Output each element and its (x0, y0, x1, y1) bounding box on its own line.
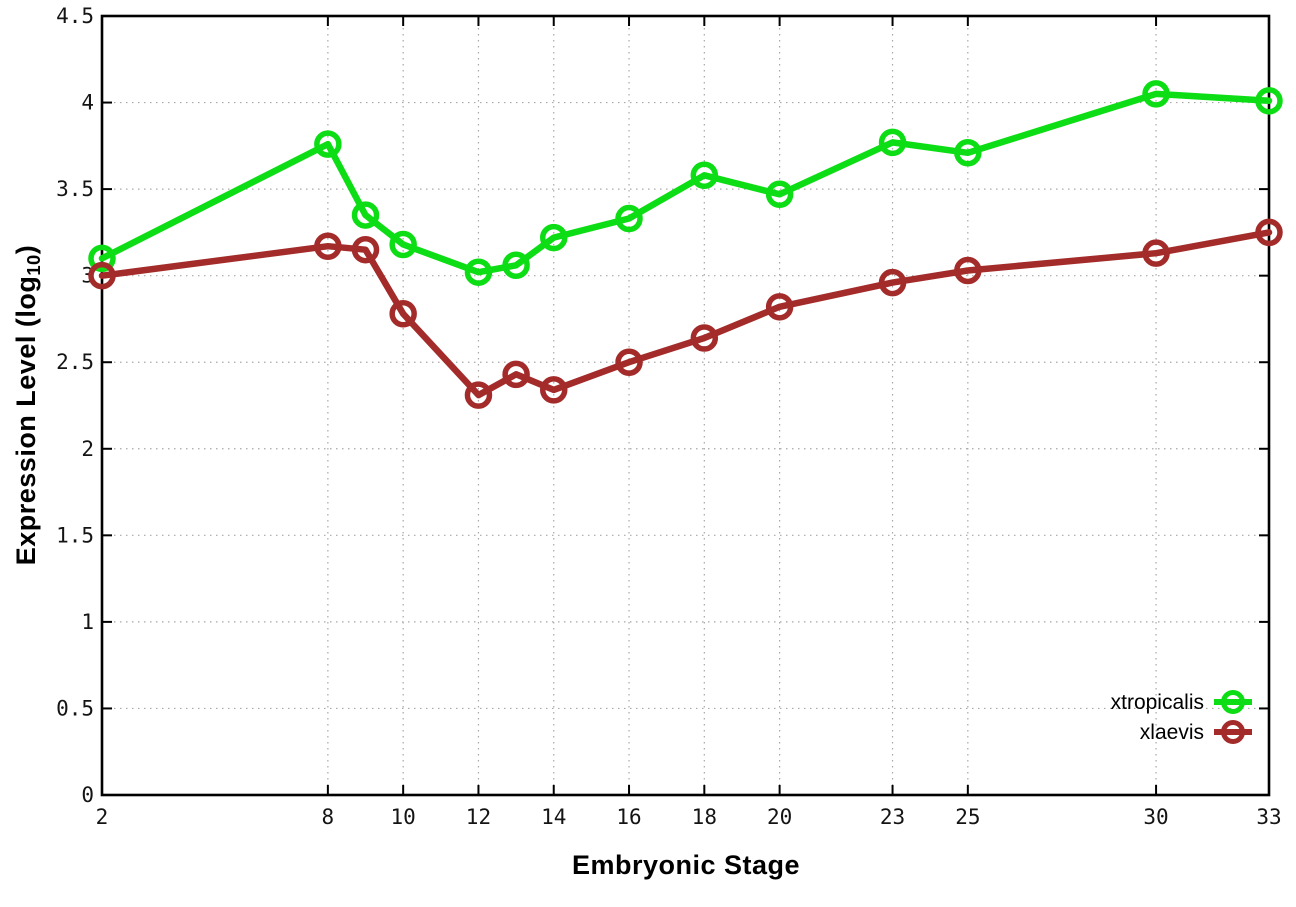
legend-marker-xlaevis-icon (1214, 720, 1252, 744)
y-tick-label: 3.5 (56, 177, 94, 201)
y-axis-label-subscript: 10 (23, 254, 45, 276)
data-point-xlaevis (1142, 239, 1170, 267)
legend-entry-xlaevis: xlaevis (1111, 717, 1253, 747)
data-point-xlaevis (539, 376, 568, 404)
data-point-xtropicalis (615, 204, 643, 233)
y-axis-label-text: Expression Level (log (10, 275, 41, 566)
series-line-xtropicalis (98, 90, 1273, 276)
data-point-xlaevis (690, 324, 719, 352)
data-point-xlaevis (615, 348, 643, 376)
y-tick-label: 2 (81, 437, 94, 461)
y-tick-label: 1.5 (56, 523, 94, 547)
data-point-xtropicalis (539, 223, 568, 252)
data-point-xlaevis (954, 256, 982, 285)
x-tick-label: 2 (96, 805, 109, 829)
legend-label-xlaevis: xlaevis (1139, 720, 1204, 744)
y-tick-label: 0 (81, 783, 94, 807)
data-point-xtropicalis (878, 128, 907, 157)
x-axis-label: Embryonic Stage (571, 850, 801, 880)
y-tick-label: 4 (81, 91, 94, 115)
x-tick-label: 30 (1143, 805, 1168, 829)
data-point-xlaevis (878, 268, 907, 297)
y-axis-label: Expression Level (log10) (11, 245, 45, 566)
x-tick-label: 10 (391, 805, 416, 829)
data-point-xtropicalis (314, 130, 342, 158)
x-tick-label: 8 (322, 805, 335, 829)
data-point-xtropicalis (88, 244, 116, 273)
legend-marker-xtropicalis-icon (1214, 690, 1252, 714)
series-line-xlaevis (98, 229, 1273, 399)
y-tick-label: 2.5 (56, 350, 94, 374)
data-point-xtropicalis (1255, 87, 1283, 115)
y-axis-label-suffix: ) (10, 244, 41, 255)
x-tick-label: 14 (541, 805, 566, 829)
legend-label-xtropicalis: xtropicalis (1110, 690, 1204, 714)
x-tick-label: 18 (692, 805, 717, 829)
data-point-xtropicalis (690, 161, 719, 190)
data-point-xtropicalis (351, 201, 380, 229)
legend-entry-xtropicalis: xtropicalis (1111, 687, 1253, 717)
y-tick-label: 1 (81, 610, 94, 634)
data-point-xtropicalis (1142, 80, 1170, 108)
legend: xtropicalis xlaevis (1111, 687, 1253, 747)
data-point-xtropicalis (502, 251, 530, 280)
data-point-xlaevis (464, 381, 493, 409)
data-point-xtropicalis (389, 230, 417, 259)
x-tick-label: 25 (955, 805, 980, 829)
x-tick-label: 33 (1256, 805, 1281, 829)
data-point-xlaevis (502, 360, 530, 389)
y-tick-label: 4.5 (56, 4, 94, 28)
data-point-xlaevis (1255, 218, 1283, 247)
data-point-xtropicalis (954, 139, 982, 167)
data-point-xlaevis (389, 300, 417, 328)
data-point-xlaevis (314, 232, 342, 260)
x-tick-label: 12 (466, 805, 491, 829)
x-tick-label: 23 (880, 805, 905, 829)
data-point-xlaevis (351, 235, 380, 264)
data-point-xlaevis (88, 261, 116, 290)
x-tick-label: 16 (616, 805, 641, 829)
data-point-xlaevis (765, 293, 794, 321)
data-point-xtropicalis (765, 180, 794, 209)
plot-border (100, 14, 1271, 797)
y-tick-label: 0.5 (56, 696, 94, 720)
x-tick-label: 20 (767, 805, 792, 829)
data-point-xtropicalis (464, 258, 493, 286)
